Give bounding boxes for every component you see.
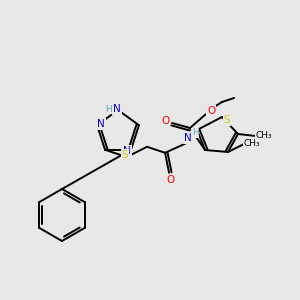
- Text: CH₃: CH₃: [244, 139, 260, 148]
- Text: H: H: [105, 104, 111, 113]
- Text: N: N: [113, 104, 121, 114]
- Text: N: N: [123, 146, 131, 156]
- Text: N: N: [184, 133, 192, 143]
- Text: CH₃: CH₃: [256, 131, 272, 140]
- Text: N: N: [97, 119, 105, 129]
- Text: H: H: [192, 128, 198, 137]
- Text: S: S: [122, 150, 128, 160]
- Text: S: S: [224, 115, 230, 125]
- Text: O: O: [207, 106, 215, 116]
- Text: O: O: [166, 175, 174, 185]
- Text: O: O: [161, 116, 169, 126]
